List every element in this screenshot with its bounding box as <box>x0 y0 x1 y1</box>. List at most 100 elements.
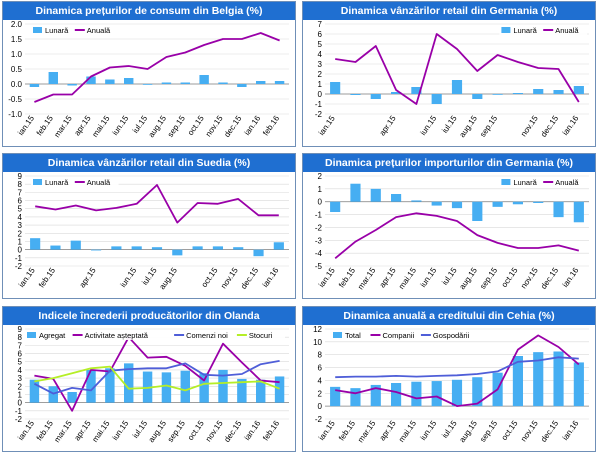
bar <box>411 200 422 202</box>
x-tick-label: ian.16 <box>261 265 281 288</box>
bar <box>391 194 402 202</box>
y-tick-label: 6 <box>318 364 323 373</box>
y-tick-label: 9 <box>18 325 23 334</box>
legend-label: Lunară <box>513 26 537 35</box>
chart-title: Dinamica anuală a creditului din Cehia (… <box>303 307 595 325</box>
legend-label: Comenzi noi <box>186 331 228 340</box>
chart-panel-belgia-cpi: Dinamica prețurilor de consum din Belgia… <box>2 1 296 147</box>
legend-label: Anuală <box>555 178 579 187</box>
bar <box>533 201 544 203</box>
bar <box>124 78 134 84</box>
x-tick-label: aug.15 <box>147 114 169 140</box>
y-tick-label: 3 <box>18 374 23 383</box>
y-tick-label: 8 <box>318 351 323 360</box>
x-tick-label: iul.15 <box>131 114 150 135</box>
x-tick-label: sep.15 <box>478 266 499 291</box>
x-tick-label: dec.15 <box>539 114 560 139</box>
legend-swatch <box>333 332 342 338</box>
y-tick-label: 2.0 <box>11 20 23 29</box>
y-tick-label: 2 <box>318 172 323 181</box>
x-tick-label: iun.15 <box>418 419 438 442</box>
y-tick-label: 1 <box>318 185 323 194</box>
x-tick-label: oct.15 <box>500 419 520 442</box>
x-tick-label: feb.16 <box>261 114 281 138</box>
series-line <box>33 360 280 395</box>
y-tick-label: 4 <box>18 366 23 375</box>
legend-label: Agregat <box>39 331 66 340</box>
bar <box>237 378 247 403</box>
legend-swatch <box>501 179 511 185</box>
y-tick-label: 5 <box>318 40 323 49</box>
legend-label: Anuală <box>87 178 111 187</box>
x-tick-label: feb.15 <box>337 266 357 290</box>
y-tick-label: 6 <box>18 350 23 359</box>
bar <box>151 247 163 250</box>
bar <box>111 246 122 250</box>
y-tick-label: -0.5 <box>8 95 22 104</box>
legend-label: Total <box>345 331 361 340</box>
x-tick-label: sep.15 <box>166 419 187 444</box>
legend-label: Lunară <box>45 26 69 35</box>
chart-panel-suedia-retail: Dinamica vânzărilor retail din Suedia (%… <box>2 153 296 299</box>
bar <box>370 188 381 202</box>
x-tick-label: mai.15 <box>397 266 418 291</box>
y-tick-label: 12 <box>313 325 322 334</box>
bar <box>161 82 172 84</box>
legend-label: Anuală <box>555 26 579 35</box>
bar <box>330 386 341 407</box>
x-tick-label: aug.15 <box>147 419 169 445</box>
x-tick-label: ian.16 <box>561 418 581 441</box>
bar <box>350 183 361 202</box>
chart-title: Dinamica vânzărilor retail din Suedia (%… <box>3 154 295 172</box>
legend-swatch <box>501 27 511 33</box>
bar <box>391 92 402 94</box>
x-tick-label: nov.15 <box>219 266 240 291</box>
bar <box>199 75 209 84</box>
y-tick-label: 6 <box>318 30 323 39</box>
x-tick-label: iun.15 <box>418 266 438 289</box>
x-tick-label: iul.15 <box>440 114 459 135</box>
x-tick-label: dec.15 <box>222 419 243 444</box>
x-tick-label: mai.15 <box>90 419 111 444</box>
bar <box>451 201 463 209</box>
x-tick-label: mar.15 <box>356 266 378 292</box>
bar <box>330 82 341 94</box>
x-tick-label: sep.15 <box>166 114 187 139</box>
bar <box>180 370 190 403</box>
series-line <box>34 365 280 392</box>
series-line <box>34 32 280 103</box>
series-line <box>335 334 580 407</box>
y-tick-label: 1.5 <box>11 35 23 44</box>
chart-panel-cehia-credit: Dinamica anuală a creditului din Cehia (… <box>302 306 596 452</box>
bar <box>86 369 96 403</box>
x-tick-label: iun.15 <box>110 114 130 137</box>
bar <box>512 356 523 407</box>
y-tick-label: 10 <box>313 338 322 347</box>
y-tick-label: 4 <box>318 50 323 59</box>
x-tick-label: aug.15 <box>458 114 480 140</box>
bar <box>199 373 209 403</box>
series-line <box>335 33 580 105</box>
x-tick-label: apr.15 <box>378 419 398 443</box>
y-tick-label: -2 <box>15 415 23 424</box>
chart-title: Dinamica prețurilor importurilor din Ger… <box>303 154 595 172</box>
x-tick-label: dec.15 <box>539 419 560 444</box>
bar <box>573 201 584 223</box>
y-tick-label: 1 <box>318 80 323 89</box>
y-tick-label: -4 <box>315 249 323 258</box>
chart-svg: -2-10123456789ian.15feb.15mar.15apr.15ma… <box>15 325 289 445</box>
y-tick-label: 0 <box>318 90 323 99</box>
bar <box>391 383 402 407</box>
bar <box>180 82 190 84</box>
y-tick-label: 5 <box>18 358 23 367</box>
bar <box>512 201 523 205</box>
y-tick-label: -3 <box>315 236 323 245</box>
bar <box>256 81 266 84</box>
chart-title: Indicele încrederii producătorilor din O… <box>3 307 295 325</box>
x-tick-label: apr.15 <box>378 266 398 290</box>
y-tick-label: 0.0 <box>11 80 23 89</box>
